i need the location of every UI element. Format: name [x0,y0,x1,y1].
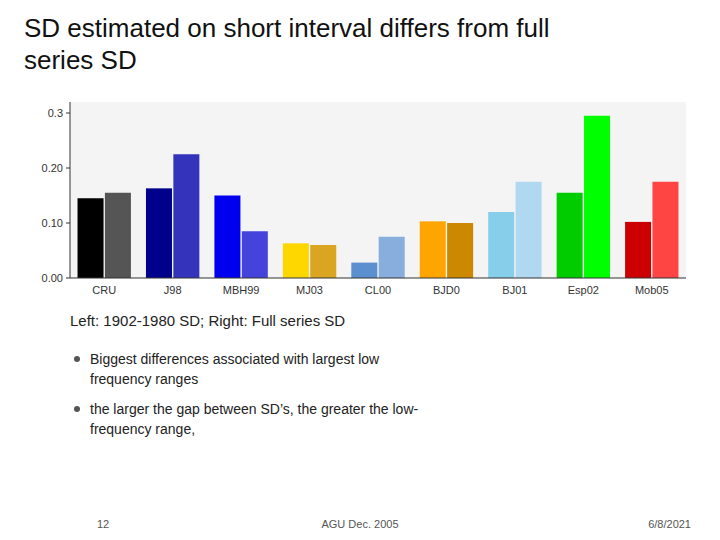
bar [283,243,309,278]
title: SD estimated on short interval differs f… [24,12,624,76]
caption: Left: 1902-1980 SD; Right: Full series S… [70,312,345,329]
bar [488,212,514,278]
bar [379,237,405,278]
bar [625,222,651,278]
x-tick-label: BJ01 [502,284,527,296]
y-tick [66,278,70,279]
footer-left: 12 [97,518,109,530]
bar [420,221,446,278]
bar-chart: 0.00 0.10 0.20 0.3 CRU J98 MBH99 MJ03 CL00 BJD0 B… [24,92,696,304]
bullet-text: frequency ranges [90,370,198,388]
bar [584,116,610,278]
bar [351,263,377,278]
y-tick [66,223,70,224]
plot-area [70,102,686,278]
bar [242,231,268,278]
footer-center: AGU Dec. 2005 [0,518,720,530]
y-tick [66,168,70,169]
x-tick-label: J98 [164,284,182,296]
bullet-symbol [74,406,80,412]
y-tick [66,113,70,114]
x-axis-line [70,278,686,279]
footer-right: 6/8/2021 [648,518,691,530]
bar [78,198,104,278]
y-tick-label: 0.00 [42,272,63,284]
bar [310,245,336,278]
x-tick-label: Esp02 [568,284,599,296]
x-tick-label: Mob05 [635,284,669,296]
bar [516,182,542,278]
bar [105,193,131,278]
x-tick-label: BJD0 [433,284,460,296]
y-tick-label: 0.3 [48,107,63,119]
bar [652,182,678,278]
bar [214,196,240,279]
y-tick-label: 0.10 [42,217,63,229]
y-axis-line [70,102,71,278]
bullet-text: frequency range, [90,420,195,438]
x-tick-label: MBH99 [223,284,260,296]
bar [173,154,199,278]
x-tick-label: CL00 [365,284,391,296]
bars [78,116,679,278]
bullet-text: Biggest differences associated with larg… [90,350,379,368]
bar [447,223,473,278]
bullet-symbol [74,356,80,362]
bullet-text: the larger the gap between SD’s, the gre… [90,400,418,418]
y-tick-label: 0.20 [42,162,63,174]
x-tick-label: CRU [92,284,116,296]
bar [146,188,172,278]
bar [557,193,583,278]
x-tick-label: MJ03 [296,284,323,296]
